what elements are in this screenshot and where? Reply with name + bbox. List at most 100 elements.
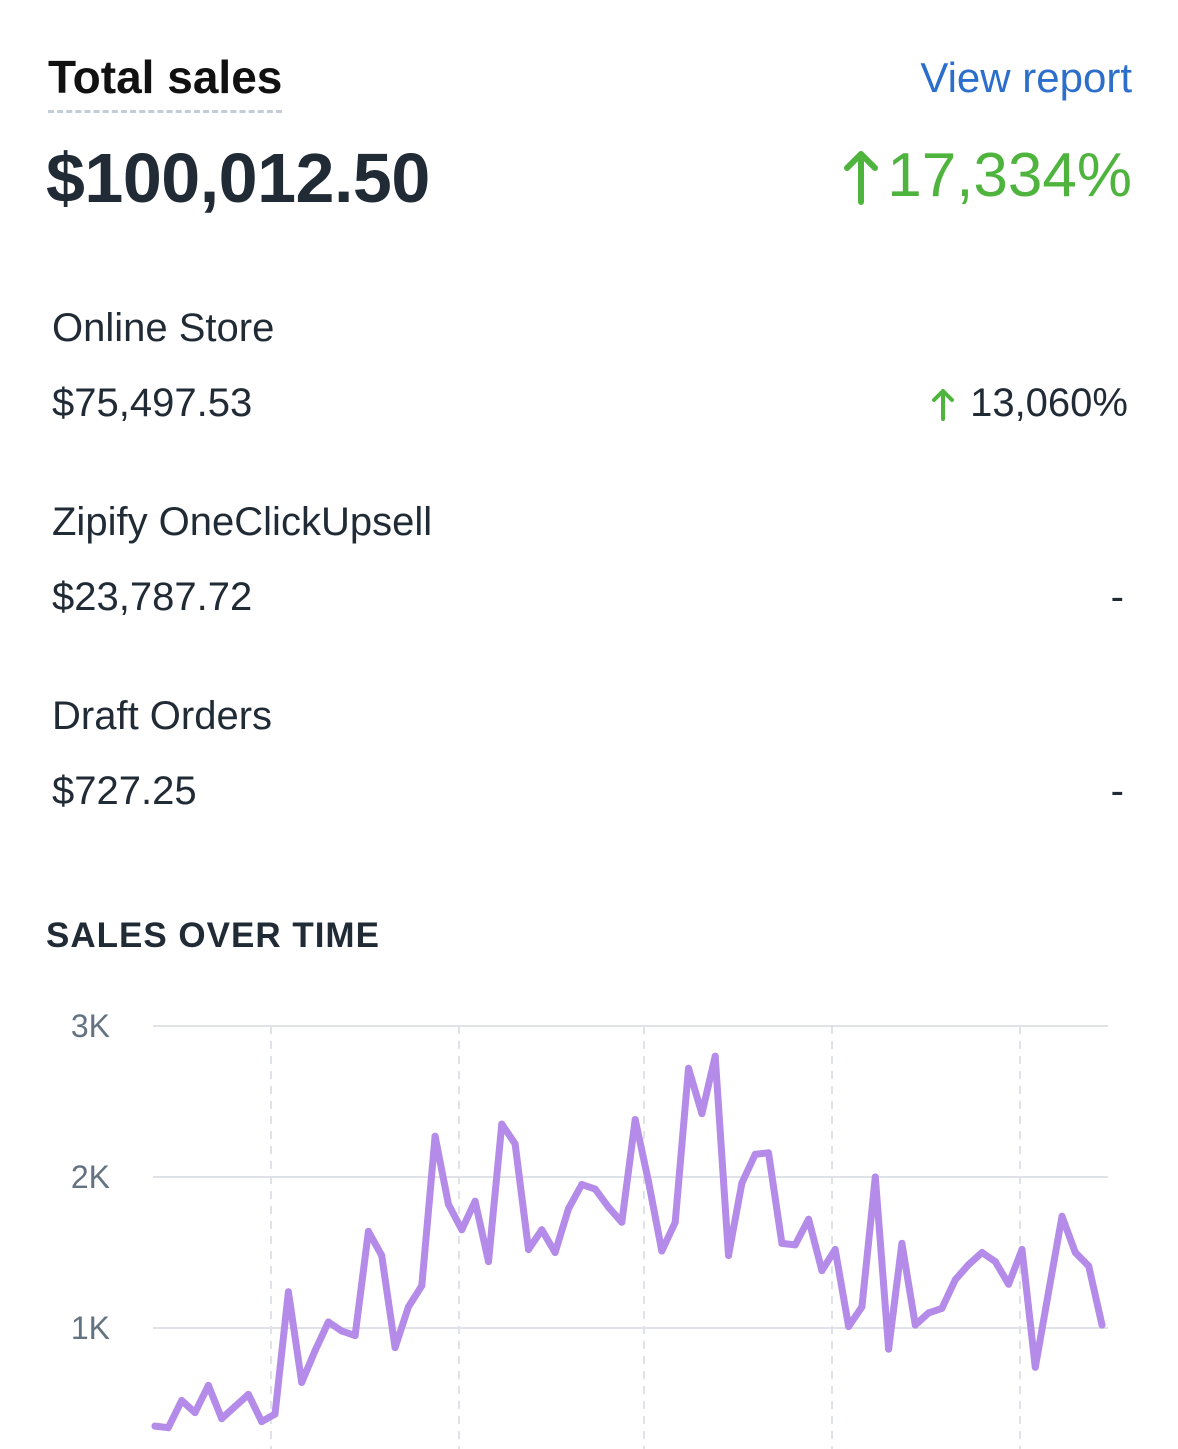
arrow-up-icon — [932, 388, 955, 421]
chart-point — [725, 1252, 732, 1259]
chart-y-tick-label: 2K — [71, 1159, 110, 1195]
chart-point — [311, 1347, 319, 1355]
chart-point — [605, 1203, 612, 1211]
chart-point — [845, 1323, 853, 1330]
channel-draft-orders: Draft Orders $727.25 - — [52, 694, 1128, 814]
chart-point — [351, 1332, 359, 1340]
chart-point — [244, 1390, 252, 1398]
chart-point — [671, 1218, 679, 1226]
chart-point — [284, 1288, 292, 1296]
chart-point — [885, 1345, 893, 1353]
chart-point — [231, 1403, 239, 1410]
chart-point — [765, 1149, 772, 1157]
chart-grid — [153, 1025, 1108, 1449]
chart-point — [204, 1381, 212, 1389]
chart-point — [391, 1344, 399, 1352]
channel-change-value: - — [1110, 769, 1124, 813]
chart-point — [471, 1197, 479, 1205]
chart-point — [978, 1249, 986, 1256]
chart-point — [1031, 1363, 1039, 1371]
chart-y-tick-label: 1K — [71, 1310, 110, 1346]
view-report-link[interactable]: View report — [920, 54, 1132, 101]
chart-point — [258, 1418, 266, 1426]
channel-change: 13,060% — [930, 381, 1128, 426]
chart-point — [858, 1303, 866, 1311]
chart-point — [631, 1116, 639, 1124]
chart-point — [338, 1327, 346, 1335]
arrow-up-icon — [844, 150, 879, 205]
channel-zipify-oneclickupsell: Zipify OneClickUpsell $23,787.72 - — [52, 500, 1128, 620]
chart-point — [805, 1215, 813, 1223]
chart-y-ticks: 3K 2K 1K — [71, 1008, 110, 1346]
chart-point — [791, 1241, 799, 1249]
chart-point — [925, 1309, 933, 1317]
chart-point — [324, 1318, 332, 1326]
chart-point — [778, 1239, 786, 1247]
chart-point — [578, 1181, 586, 1188]
chart-point — [444, 1200, 452, 1208]
chart-point — [498, 1120, 506, 1128]
chart-point — [831, 1246, 839, 1253]
chart-point — [591, 1185, 599, 1193]
chart-point — [938, 1304, 946, 1312]
chart-point — [898, 1239, 906, 1247]
sales-over-time-title: SALES OVER TIME — [46, 916, 380, 955]
chart-point — [818, 1267, 826, 1275]
channel-name: Zipify OneClickUpsell — [52, 500, 433, 544]
chart-point — [551, 1249, 559, 1256]
total-sales-change: 17,334% — [841, 140, 1132, 211]
channel-online-store: Online Store $75,497.53 13,060% — [52, 306, 1128, 426]
chart-point — [1071, 1249, 1079, 1256]
channel-value: $75,497.53 — [52, 381, 253, 425]
chart-point — [431, 1132, 439, 1140]
chart-point — [1045, 1288, 1053, 1296]
total-sales-amount: $100,012.50 — [46, 139, 430, 217]
chart-point — [685, 1064, 692, 1072]
chart-point — [418, 1282, 426, 1290]
channel-value: $727.25 — [52, 769, 197, 813]
chart-point — [525, 1246, 532, 1253]
chart-point — [298, 1378, 306, 1386]
chart-series — [151, 1052, 1106, 1432]
chart-point — [151, 1422, 159, 1430]
chart-point — [751, 1150, 759, 1158]
chart-point — [364, 1227, 372, 1235]
chart-point — [218, 1415, 226, 1423]
sales-over-time-chart[interactable]: 3K 2K 1K — [0, 990, 1178, 1449]
channel-value: $23,787.72 — [52, 575, 253, 619]
chart-point — [645, 1178, 652, 1185]
chart-point — [378, 1252, 386, 1259]
channel-name: Draft Orders — [52, 694, 273, 738]
chart-point — [871, 1173, 879, 1181]
chart-point — [1018, 1246, 1026, 1253]
chart-point — [738, 1179, 746, 1187]
chart-point — [565, 1205, 572, 1213]
chart-point — [911, 1321, 919, 1329]
chart-point — [511, 1140, 519, 1148]
chart-point — [711, 1052, 719, 1060]
chart-point — [1085, 1262, 1093, 1270]
chart-point — [271, 1410, 279, 1418]
chart-point — [1005, 1280, 1013, 1288]
chart-point — [178, 1397, 186, 1404]
chart-point — [1098, 1321, 1106, 1329]
chart-point — [991, 1258, 999, 1266]
total-sales-change-value: 17,334% — [887, 141, 1132, 210]
chart-point — [698, 1110, 706, 1118]
chart-point — [1058, 1212, 1066, 1220]
chart-point — [965, 1261, 973, 1269]
chart-point — [164, 1424, 172, 1432]
chart-y-tick-label: 3K — [71, 1008, 110, 1044]
chart-point — [191, 1409, 199, 1417]
chart-series-line — [151, 1052, 1106, 1432]
chart-point — [618, 1218, 626, 1226]
chart-point — [538, 1226, 546, 1234]
channel-name: Online Store — [52, 306, 275, 350]
chart-point — [404, 1303, 412, 1311]
channel-change-value: 13,060% — [970, 381, 1128, 425]
chart-point — [458, 1226, 466, 1234]
chart-point — [951, 1276, 959, 1284]
card-title[interactable]: Total sales — [48, 50, 283, 113]
chart-point — [658, 1247, 666, 1255]
